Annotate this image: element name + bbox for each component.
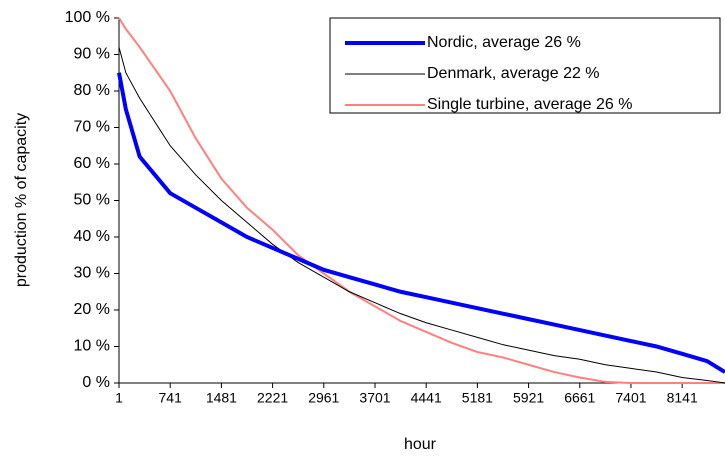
y-tick-label: 80 % xyxy=(74,82,110,99)
x-tick-label: 8141 xyxy=(667,390,698,406)
series-line xyxy=(118,17,725,384)
x-tick-label: 5921 xyxy=(513,390,544,406)
y-tick-label: 100 % xyxy=(65,9,110,26)
y-tick-label: 90 % xyxy=(74,46,110,63)
x-tick-label: 1 xyxy=(115,390,123,406)
x-tick-label: 1481 xyxy=(206,390,237,406)
x-axis-label: hour xyxy=(404,436,437,453)
x-tick-label: 3701 xyxy=(359,390,390,406)
x-tick-label: 7401 xyxy=(615,390,646,406)
y-tick-label: 10 % xyxy=(74,338,110,355)
y-tick-label: 30 % xyxy=(74,265,110,282)
y-axis-label: production % of capacity xyxy=(13,113,30,287)
x-tick-label: 2961 xyxy=(308,390,339,406)
x-tick-label: 2221 xyxy=(257,390,288,406)
series-line xyxy=(118,47,725,384)
series-line xyxy=(117,72,725,374)
x-tick-label: 4441 xyxy=(411,390,442,406)
legend-box xyxy=(329,17,721,114)
y-tick-label: 60 % xyxy=(74,155,110,172)
x-tick-label: 6661 xyxy=(564,390,595,406)
y-tick-label: 40 % xyxy=(74,228,110,245)
y-tick-label: 0 % xyxy=(82,374,110,391)
x-tick-label: 741 xyxy=(159,390,183,406)
legend-label: Single turbine, average 26 % xyxy=(427,96,632,113)
x-tick-label: 5181 xyxy=(462,390,493,406)
y-tick-label: 50 % xyxy=(74,192,110,209)
y-tick-label: 70 % xyxy=(74,119,110,136)
y-tick-label: 20 % xyxy=(74,301,110,318)
legend-label: Denmark, average 22 % xyxy=(427,65,600,82)
legend-label: Nordic, average 26 % xyxy=(427,34,581,51)
